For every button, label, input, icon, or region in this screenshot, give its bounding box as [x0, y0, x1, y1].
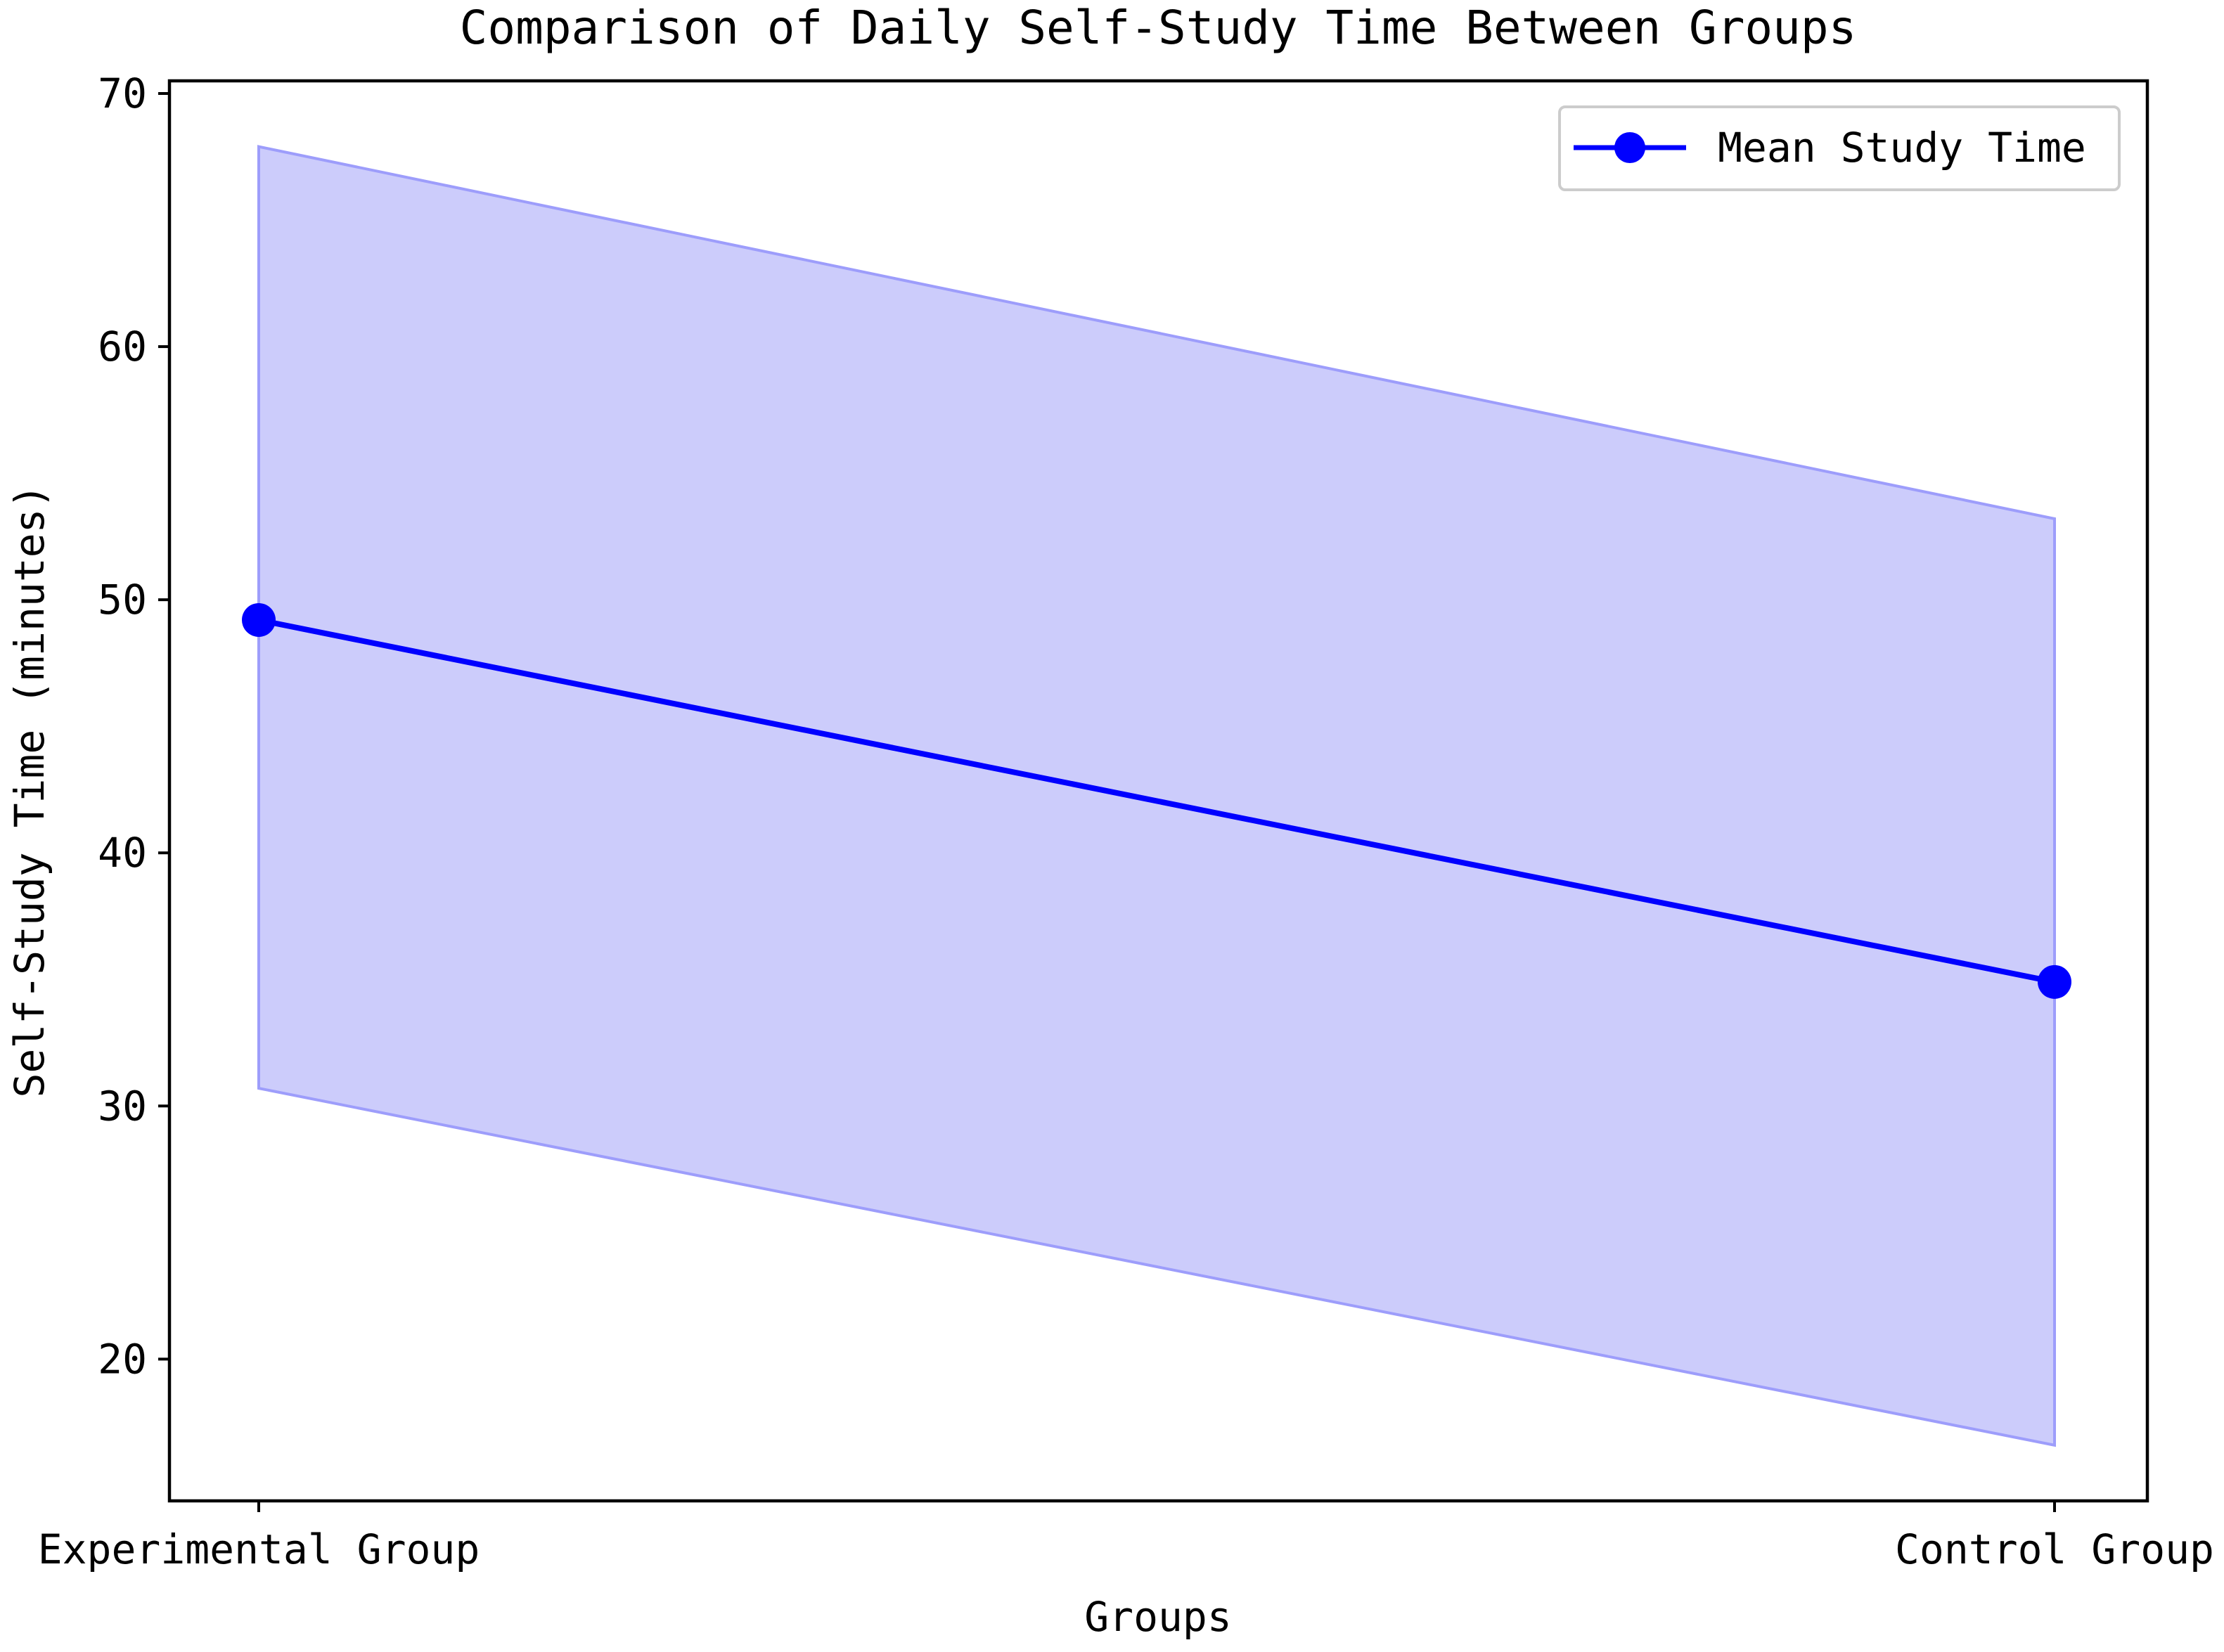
y-axis-label: Self-Study Time (minutes) — [6, 484, 53, 1098]
mean-study-time-line — [258, 617, 2055, 985]
legend-marker-swatch — [1614, 132, 1645, 163]
legend: Mean Study Time — [1558, 105, 2121, 191]
y-tick-label: 60 — [98, 323, 147, 370]
y-tick-label: 50 — [98, 576, 147, 624]
series-line-layer — [258, 617, 2055, 985]
y-tick-label: 70 — [98, 70, 147, 117]
data-point-layer — [242, 602, 2071, 999]
x-axis-ticks: Experimental Group Control Group — [38, 1501, 2214, 1573]
plot-frame — [167, 79, 2149, 1503]
y-axis-ticks: 20 30 40 50 60 70 — [98, 70, 169, 1383]
x-tick-label: Experimental Group — [38, 1525, 480, 1573]
confidence-band — [257, 145, 2056, 1447]
x-tick-label: Control Group — [1895, 1525, 2214, 1573]
legend-box — [1558, 105, 2121, 191]
confidence-band-layer — [257, 145, 2056, 1447]
x-axis-label: Groups — [1084, 1593, 1232, 1641]
chart-title: Comparison of Daily Self-Study Time Betw… — [460, 1, 1857, 55]
data-point — [2038, 964, 2071, 999]
y-tick-label: 30 — [98, 1082, 147, 1130]
y-tick-label: 40 — [98, 829, 147, 877]
y-tick-label: 20 — [98, 1335, 147, 1383]
data-point — [242, 602, 276, 637]
legend-label: Mean Study Time — [1718, 124, 2086, 172]
